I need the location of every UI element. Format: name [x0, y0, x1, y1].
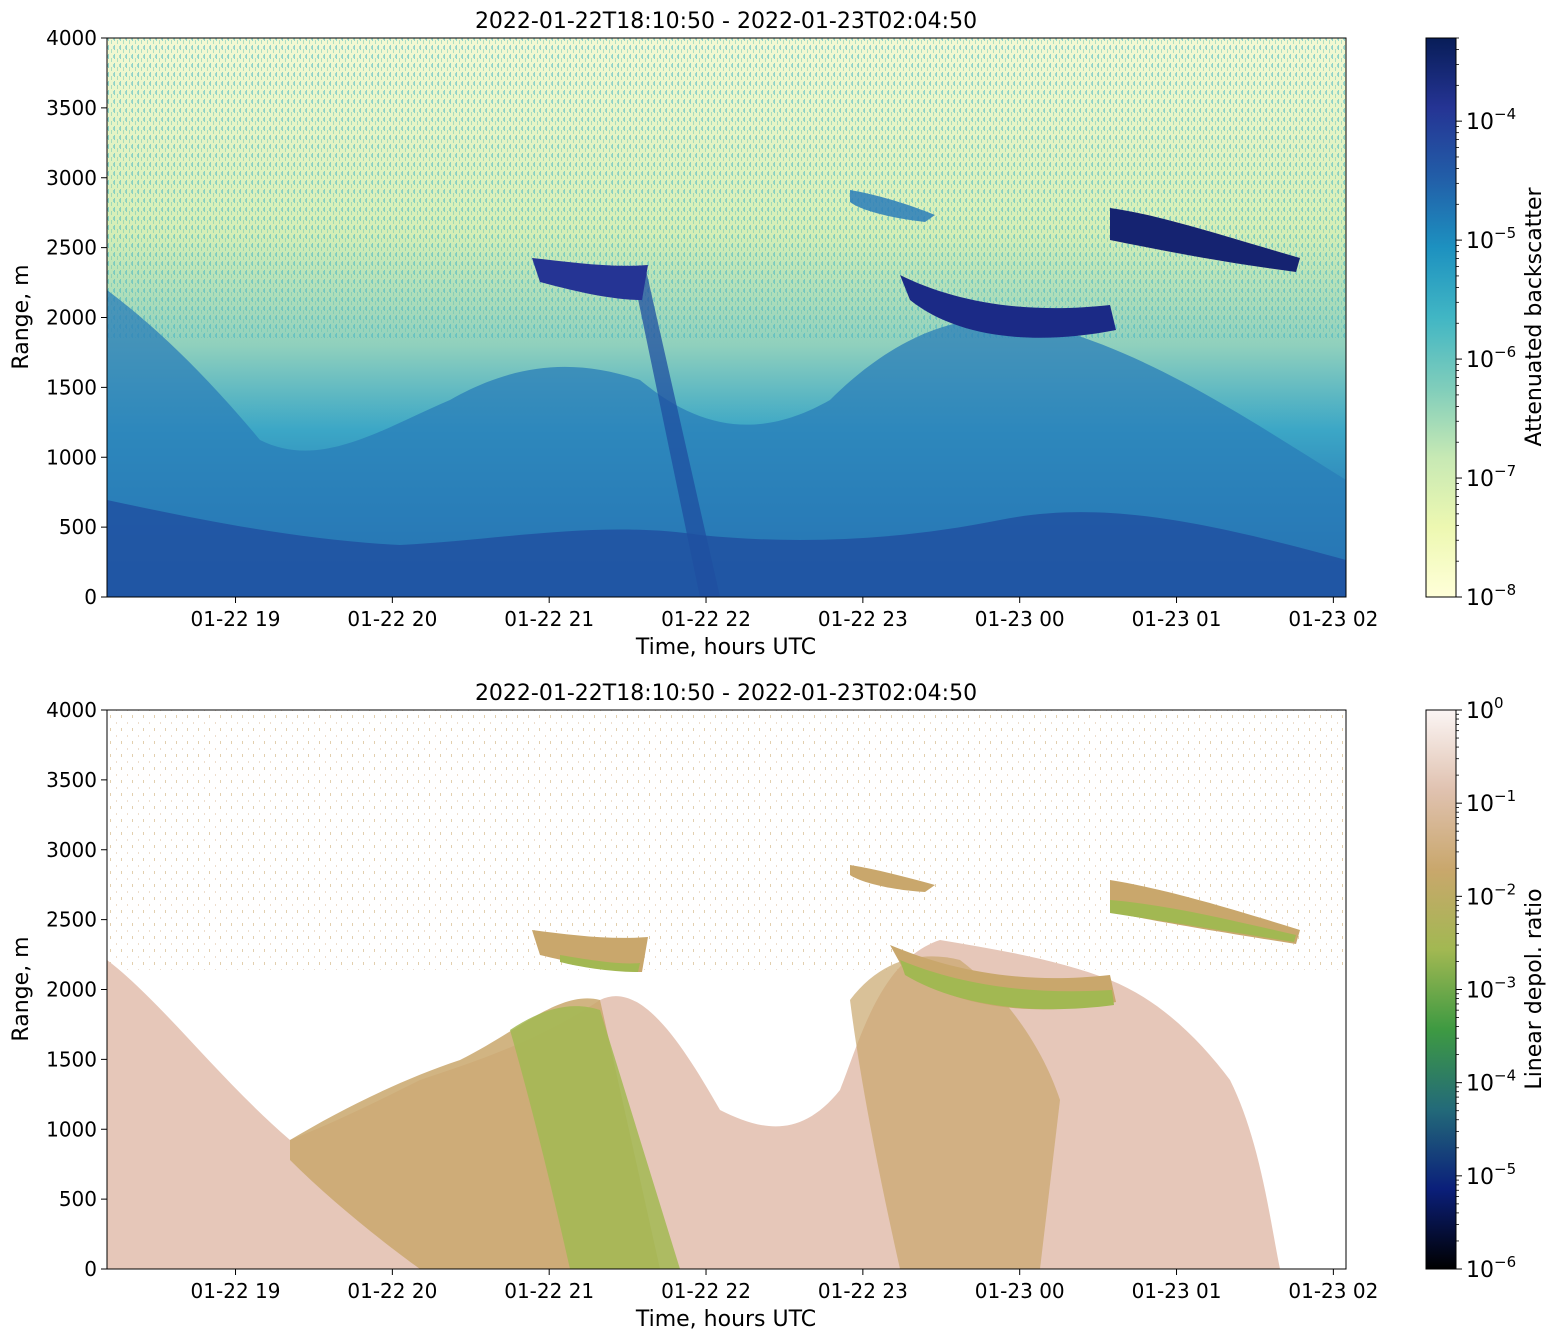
backscatter-colorbar-tick-label: 10−7: [1466, 462, 1516, 492]
backscatter-xlabel: Time, hours UTC: [635, 635, 816, 660]
backscatter-x-tick-label: 01-23 00: [975, 607, 1065, 631]
backscatter-cloud-3: [1110, 208, 1300, 272]
backscatter-x-axis: 01-22 19 01-22 20 01-22 21 01-22 22 01-22 23…: [191, 597, 1378, 631]
backscatter-cloud-1: [532, 258, 648, 300]
backscatter-panel: 2022-01-22T18:10:50 - 2022-01-23T02:04:5…: [9, 9, 1547, 660]
depol-y-tick-label: 3500: [46, 768, 97, 792]
backscatter-heatmap: [107, 38, 1346, 597]
depol-colorbar-tick-label: 10−4: [1466, 1067, 1516, 1097]
depol-colorbar-tick-label: 100: [1466, 694, 1504, 724]
depol-cloud-4: [850, 865, 935, 892]
depol-title: 2022-01-22T18:10:50 - 2022-01-23T02:04:5…: [475, 681, 977, 706]
backscatter-x-tick-label: 01-22 22: [661, 607, 751, 631]
depol-heatmap: [107, 710, 1346, 1269]
backscatter-colorbar-tick-label: 10−5: [1466, 224, 1516, 254]
backscatter-x-tick-label: 01-23 02: [1288, 607, 1378, 631]
backscatter-colorbar-ticks: 10−8 10−7 10−6 10−5 10−4: [1456, 37, 1516, 611]
depol-x-tick-label: 01-23 01: [1132, 1279, 1222, 1303]
depol-colorbar-tick-label: 10−1: [1466, 787, 1516, 817]
backscatter-y-axis: 0 500 1000 1500 2000 2500 3000 3500 4000: [46, 26, 107, 609]
depol-x-axis: 01-22 19 01-22 20 01-22 21 01-22 22 01-22 23…: [191, 1269, 1378, 1303]
depol-x-tick-label: 01-23 00: [975, 1279, 1065, 1303]
backscatter-cloud-2: [900, 275, 1116, 338]
depol-cloud-1: [532, 930, 648, 972]
depol-x-tick-label: 01-22 21: [504, 1279, 594, 1303]
depol-y-tick-label: 4000: [46, 698, 97, 722]
backscatter-y-tick-label: 2500: [46, 236, 97, 260]
depol-colorbar-tick-label: 10−6: [1466, 1253, 1516, 1283]
depol-panel: 2022-01-22T18:10:50 - 2022-01-23T02:04:5…: [9, 681, 1547, 1332]
backscatter-x-tick-label: 01-23 01: [1132, 607, 1222, 631]
depol-cloud-3-core: [1110, 900, 1296, 942]
depol-x-tick-label: 01-22 20: [347, 1279, 437, 1303]
depol-colorbar-ticks: 10−6 10−5 10−4 10−3 10−2 10−1 100: [1456, 694, 1516, 1283]
backscatter-colorbar: [1425, 37, 1457, 598]
depol-colorbar-tick-label: 10−3: [1466, 974, 1516, 1004]
depol-y-tick-label: 0: [84, 1257, 97, 1281]
backscatter-cloud-4: [850, 190, 935, 222]
depol-colorbar-tick-label: 10−2: [1466, 880, 1516, 910]
backscatter-colorbar-tick-label: 10−4: [1466, 105, 1516, 135]
backscatter-y-tick-label: 3500: [46, 96, 97, 120]
backscatter-y-tick-label: 1000: [46, 445, 97, 469]
backscatter-x-tick-label: 01-22 20: [347, 607, 437, 631]
backscatter-colorbar-label: Attenuated backscatter: [1522, 187, 1547, 447]
depol-xlabel: Time, hours UTC: [635, 1307, 816, 1332]
backscatter-x-tick-label: 01-22 21: [504, 607, 594, 631]
depol-y-tick-label: 3000: [46, 838, 97, 862]
depol-x-tick-label: 01-22 22: [661, 1279, 751, 1303]
backscatter-colorbar-tick-label: 10−8: [1466, 581, 1516, 611]
backscatter-noise: [107, 38, 1346, 338]
depol-y-tick-label: 1000: [46, 1117, 97, 1141]
backscatter-colorbar-tick-label: 10−6: [1466, 343, 1516, 373]
backscatter-fallstreak-1: [632, 270, 720, 597]
depol-y-tick-label: 1500: [46, 1047, 97, 1071]
backscatter-y-tick-label: 500: [59, 515, 97, 539]
depol-cloud-1-core: [560, 955, 640, 972]
backscatter-near-surface: [107, 500, 1346, 597]
depol-colorbar: [1425, 709, 1457, 1270]
backscatter-y-tick-label: 1500: [46, 375, 97, 399]
backscatter-x-tick-label: 01-22 23: [818, 607, 908, 631]
depol-y-tick-label: 500: [59, 1187, 97, 1211]
backscatter-title: 2022-01-22T18:10:50 - 2022-01-23T02:04:5…: [475, 9, 977, 34]
backscatter-y-tick-label: 3000: [46, 166, 97, 190]
depol-y-tick-label: 2500: [46, 908, 97, 932]
depol-y-axis: 0 500 1000 1500 2000 2500 3000 3500 4000: [46, 698, 107, 1281]
depol-colorbar-tick-label: 10−5: [1466, 1160, 1516, 1190]
depol-ylabel: Range, m: [9, 936, 34, 1041]
depol-x-tick-label: 01-22 19: [191, 1279, 281, 1303]
depol-y-tick-label: 2000: [46, 978, 97, 1002]
backscatter-ylabel: Range, m: [9, 264, 34, 369]
depol-cloud-2-core: [900, 960, 1114, 1010]
depol-tan-region-2: [850, 956, 1060, 1269]
backscatter-x-tick-label: 01-22 19: [191, 607, 281, 631]
depol-colorbar-label: Linear depol. ratio: [1522, 888, 1547, 1089]
backscatter-y-tick-label: 4000: [46, 26, 97, 50]
backscatter-y-tick-label: 2000: [46, 306, 97, 330]
backscatter-y-tick-label: 0: [84, 585, 97, 609]
depol-x-tick-label: 01-22 23: [818, 1279, 908, 1303]
depol-green-streak: [510, 1006, 680, 1269]
depol-noise: [107, 710, 1346, 970]
depol-x-tick-label: 01-23 02: [1288, 1279, 1378, 1303]
